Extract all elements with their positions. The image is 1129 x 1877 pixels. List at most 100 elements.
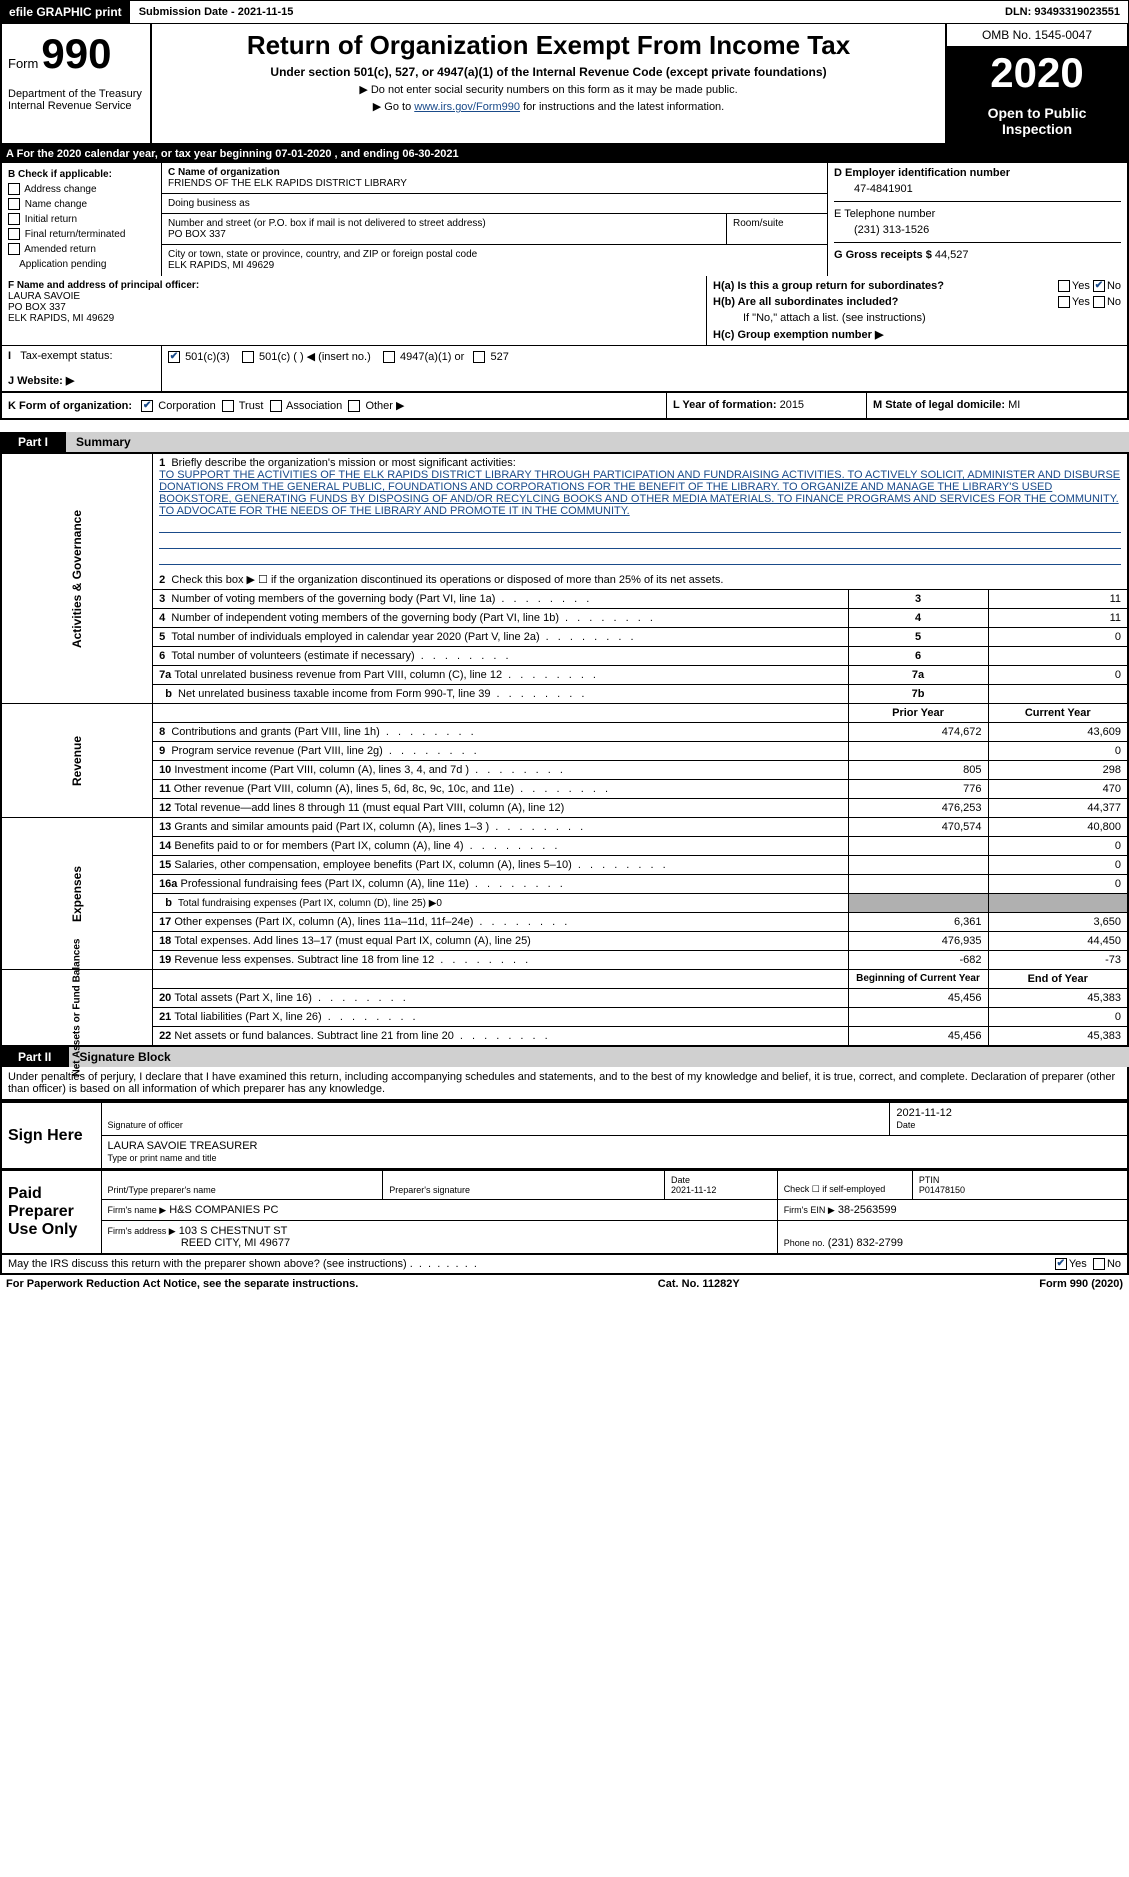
mission-text: TO SUPPORT THE ACTIVITIES OF THE ELK RAP… [159, 469, 1120, 517]
r19-p: -682 [848, 951, 988, 970]
r16b-t: Total fundraising expenses (Part IX, col… [178, 898, 442, 909]
form-ref: Form 990 (2020) [1039, 1278, 1123, 1290]
r13-c: 40,800 [988, 818, 1128, 837]
box-i-opts: ✔ 501(c)(3) 501(c) ( ) ◀ (insert no.) 49… [162, 346, 1127, 391]
r18-p: 476,935 [848, 932, 988, 951]
r16b-p [848, 894, 988, 913]
open-to-public: Open to Public Inspection [947, 99, 1127, 143]
row-5: 5 Total number of individuals employed i… [1, 628, 1128, 647]
r21-t: Total liabilities (Part X, line 26) [174, 1011, 418, 1023]
r19-t: Revenue less expenses. Subtract line 18 … [174, 954, 531, 966]
r9-c: 0 [988, 742, 1128, 761]
cb-501c3[interactable]: ✔ [168, 351, 180, 363]
checkbox-address-change[interactable] [8, 183, 20, 195]
r8-c: 43,609 [988, 723, 1128, 742]
checkbox-final-return[interactable] [8, 228, 20, 240]
discuss-yes-cb[interactable]: ✔ [1055, 1258, 1067, 1270]
dba-row: Doing business as [162, 194, 827, 214]
k-trust: Trust [239, 400, 264, 412]
r9-p [848, 742, 988, 761]
cb-assoc[interactable] [270, 400, 282, 412]
box-i-lbl: I Tax-exempt status: J Website: ▶ [2, 346, 162, 391]
period-text: For the 2020 calendar year, or tax year … [17, 148, 459, 160]
k-lbl: K Form of organization: [8, 400, 132, 412]
r20-p: 45,456 [848, 989, 988, 1008]
hb-lbl: H(b) Are all subordinates included? [713, 296, 898, 308]
o-4947: 4947(a)(1) or [400, 351, 464, 363]
row-7b: b Net unrelated business taxable income … [1, 685, 1128, 704]
hc-lbl: H(c) Group exemption number ▶ [713, 329, 883, 341]
form-word: Form [8, 56, 38, 71]
cb-501c[interactable] [242, 351, 254, 363]
ha-yes-cb[interactable] [1058, 280, 1070, 292]
r4-c: 4 [848, 609, 988, 628]
r4-v: 11 [988, 609, 1128, 628]
part2-title: Signature Block [69, 1047, 1129, 1067]
city-lbl: City or town, state or province, country… [168, 249, 477, 260]
vlabel-ag: Activities & Governance [1, 453, 153, 704]
r16a-c: 0 [988, 875, 1128, 894]
r6-t: Total number of volunteers (estimate if … [171, 650, 511, 662]
cb-trust[interactable] [222, 400, 234, 412]
efile-print-button[interactable]: efile GRAPHIC print [1, 1, 131, 23]
r5-v: 0 [988, 628, 1128, 647]
row-7a: 7a Total unrelated business revenue from… [1, 666, 1128, 685]
r6-v [988, 647, 1128, 666]
header-left: Form 990 Department of the Treasury Inte… [2, 24, 152, 143]
website-lbl: J Website: ▶ [8, 375, 74, 387]
org-name-row: C Name of organization FRIENDS OF THE EL… [162, 163, 827, 194]
submission-date: Submission Date - 2021-11-15 [131, 2, 302, 22]
vlabel-rev: Revenue [1, 704, 153, 818]
cb-527[interactable] [473, 351, 485, 363]
pp-name-lbl: Print/Type preparer's name [101, 1171, 383, 1200]
r7a-c: 7a [848, 666, 988, 685]
checkbox-name-change[interactable] [8, 198, 20, 210]
r6-c: 6 [848, 647, 988, 666]
ptin-lbl: PTIN [919, 1175, 940, 1185]
hb-yes-cb[interactable] [1058, 296, 1070, 308]
r7b-c: 7b [848, 685, 988, 704]
cb-4947[interactable] [383, 351, 395, 363]
gross-lbl: G Gross receipts $ [834, 249, 932, 261]
section-ij: I Tax-exempt status: J Website: ▶ ✔ 501(… [0, 346, 1129, 392]
r17-t: Other expenses (Part IX, column (A), lin… [174, 916, 570, 928]
box-c: C Name of organization FRIENDS OF THE EL… [162, 163, 827, 276]
checkbox-initial-return[interactable] [8, 213, 20, 225]
r21-c: 0 [988, 1008, 1128, 1027]
b-item-0: Address change [24, 184, 96, 195]
r9-t: Program service revenue (Part VIII, line… [171, 745, 479, 757]
r10-p: 805 [848, 761, 988, 780]
r16a-t: Professional fundraising fees (Part IX, … [180, 878, 565, 890]
sub3-post: for instructions and the latest informat… [520, 101, 724, 113]
box-b-label: B Check if applicable: [8, 169, 112, 180]
row-16a: 16a Professional fundraising fees (Part … [1, 875, 1128, 894]
addr-row: Number and street (or P.O. box if mail i… [162, 214, 827, 245]
o-527: 527 [490, 351, 508, 363]
r14-c: 0 [988, 837, 1128, 856]
r10-t: Investment income (Part VIII, column (A)… [174, 764, 566, 776]
pp-check: Check ☐ if self-employed [777, 1171, 912, 1200]
row-16b: b Total fundraising expenses (Part IX, c… [1, 894, 1128, 913]
irs-link[interactable]: www.irs.gov/Form990 [414, 101, 520, 113]
r17-p: 6,361 [848, 913, 988, 932]
ha-no-cb[interactable]: ✔ [1093, 280, 1105, 292]
ha-yes: Yes [1072, 280, 1090, 292]
firm-addr-lbl: Firm's address ▶ [108, 1226, 176, 1236]
hb-no-cb[interactable] [1093, 296, 1105, 308]
checkbox-amended[interactable] [8, 243, 20, 255]
r14-p [848, 837, 988, 856]
box-h: H(a) Is this a group return for subordin… [707, 276, 1127, 345]
firm-name-lbl: Firm's name ▶ [108, 1205, 167, 1215]
r10-c: 298 [988, 761, 1128, 780]
cb-corp[interactable]: ✔ [141, 400, 153, 412]
r20-c: 45,383 [988, 989, 1128, 1008]
l-lbl: L Year of formation: [673, 399, 777, 411]
h-note: If "No," attach a list. (see instruction… [743, 312, 1121, 324]
row-21: 21 Total liabilities (Part X, line 26)0 [1, 1008, 1128, 1027]
ha-no: No [1107, 280, 1121, 292]
o-501c3: 501(c)(3) [185, 351, 230, 363]
discuss-no-cb[interactable] [1093, 1258, 1105, 1270]
cb-other[interactable] [348, 400, 360, 412]
b-item-1: Name change [25, 199, 87, 210]
r18-t: Total expenses. Add lines 13–17 (must eq… [174, 935, 530, 947]
